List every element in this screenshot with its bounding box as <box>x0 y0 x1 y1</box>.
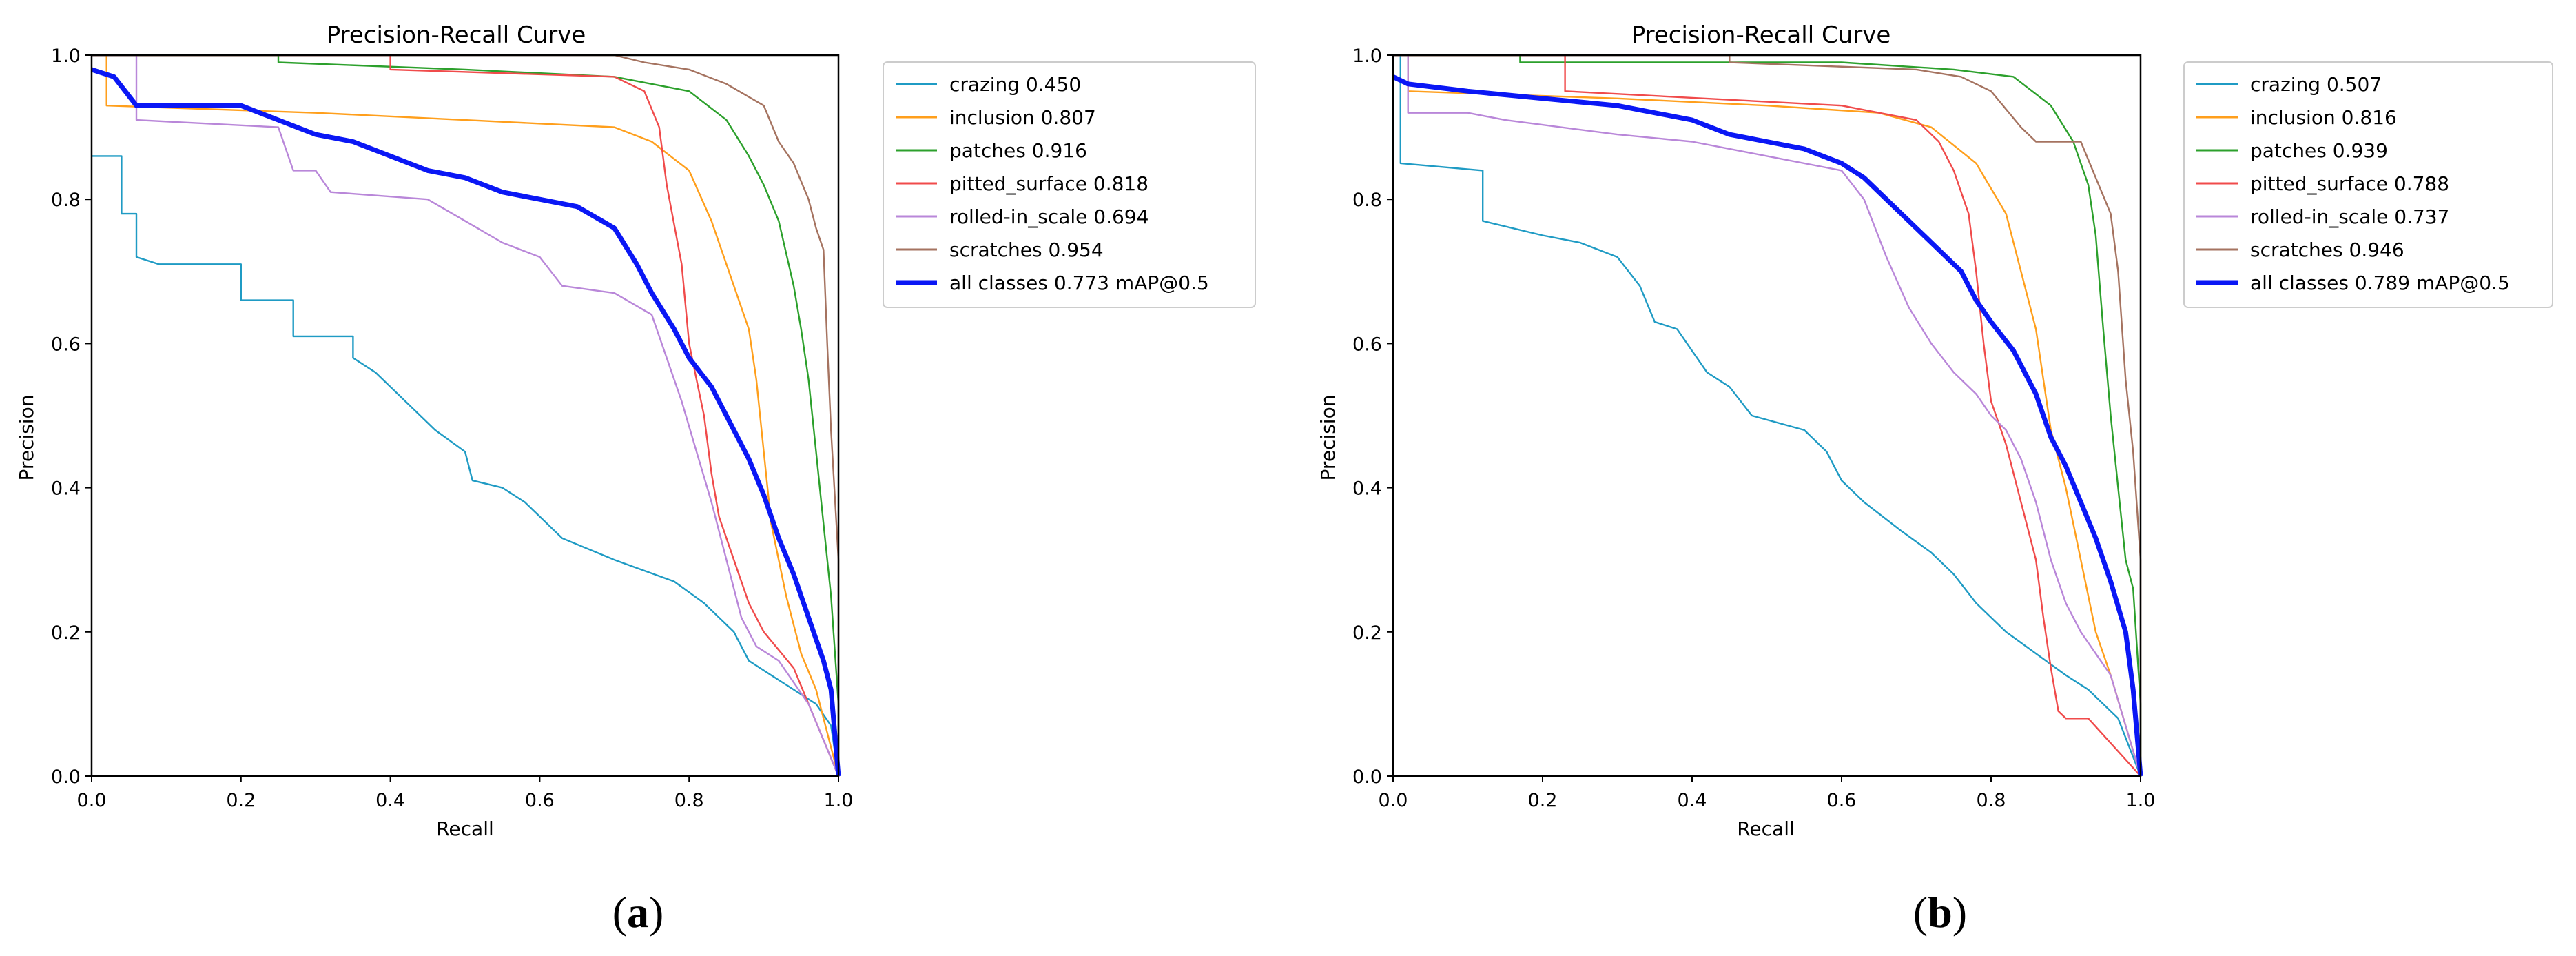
x-tick-label: 0.8 <box>674 790 704 811</box>
x-tick-label: 0.0 <box>77 790 107 811</box>
plot-frame <box>90 54 840 777</box>
x-tick-label: 0.4 <box>1678 790 1707 811</box>
series-line-pitted-surface <box>1393 54 2141 777</box>
y-tick-label: 0.0 <box>51 766 81 788</box>
chart-title: Precision-Recall Curve <box>327 21 586 49</box>
legend-label: rolled-in_scale 0.694 <box>949 205 1148 228</box>
series-line-inclusion <box>92 54 840 777</box>
caption-a: (a) <box>612 888 664 937</box>
series-lines <box>90 54 841 777</box>
y-tick-label: 0.8 <box>51 190 81 211</box>
tick-group: 0.0 0.2 0.4 0.6 0.8 1.0 0.0 0.2 0.4 0.6 0.8 1.0 <box>51 45 853 811</box>
x-tick-label: 0.6 <box>1827 790 1857 811</box>
legend-label: crazing 0.507 <box>2250 73 2382 96</box>
legend-label: pitted_surface 0.788 <box>2250 172 2449 195</box>
x-axis-label: Recall <box>1737 817 1795 840</box>
x-tick-label: 1.0 <box>2126 790 2156 811</box>
legend-label: patches 0.916 <box>949 139 1087 162</box>
chart-panel-b: Precision-Recall Curve Precision Recall … <box>1317 21 2553 840</box>
y-axis-label: Precision <box>15 395 38 481</box>
legend-label: scratches 0.946 <box>2250 238 2404 261</box>
y-tick-label: 0.6 <box>1352 334 1382 355</box>
x-tick-label: 0.2 <box>226 790 256 811</box>
legend-label: inclusion 0.807 <box>949 106 1096 129</box>
y-tick-label: 0.8 <box>1352 190 1382 211</box>
legend-label: all classes 0.773 mAP@0.5 <box>949 272 1209 294</box>
legend-label: crazing 0.450 <box>949 73 1081 96</box>
x-tick-label: 0.4 <box>375 790 405 811</box>
legend-label: pitted_surface 0.818 <box>949 172 1148 195</box>
x-tick-label: 0.2 <box>1528 790 1558 811</box>
legend-box <box>2183 61 2553 308</box>
series-line-rolled-in-scale <box>1393 54 2142 777</box>
legend-label: rolled-in_scale 0.737 <box>2250 205 2449 228</box>
y-tick-label: 0.2 <box>51 622 81 644</box>
x-tick-label: 1.0 <box>824 790 854 811</box>
series-line-all-classes <box>1392 74 2143 777</box>
series-line-crazing <box>92 155 840 777</box>
y-tick-label: 1.0 <box>51 45 81 67</box>
x-tick-label: 0.8 <box>1977 790 2006 811</box>
y-tick-label: 0.0 <box>1352 766 1382 788</box>
legend-label: inclusion 0.816 <box>2250 106 2397 129</box>
legend-label: patches 0.939 <box>2250 139 2388 162</box>
series-line-patches <box>92 54 840 776</box>
series-lines <box>1392 54 2143 777</box>
legend-box <box>883 61 1256 308</box>
series-line-inclusion <box>1393 54 2142 777</box>
x-axis-label: Recall <box>436 817 494 840</box>
y-tick-label: 0.6 <box>51 334 81 355</box>
caption-b: (b) <box>1913 888 1967 937</box>
y-tick-label: 0.4 <box>1352 478 1382 500</box>
legend-label: scratches 0.954 <box>949 238 1104 261</box>
y-tick-label: 0.4 <box>51 478 81 500</box>
legend-label: all classes 0.789 mAP@0.5 <box>2250 272 2510 294</box>
series-line-crazing <box>1393 54 2142 777</box>
chart-panel-a: Precision-Recall Curve Precision Recall … <box>15 21 1256 840</box>
y-tick-label: 0.2 <box>1352 622 1382 644</box>
tick-group: 0.0 0.2 0.4 0.6 0.8 1.0 0.0 0.2 0.4 0.6 0.8 1.0 <box>1352 45 2155 811</box>
plot-frame <box>1392 54 2142 777</box>
y-tick-label: 1.0 <box>1352 45 1382 67</box>
series-line-rolled-in-scale <box>92 54 840 777</box>
x-tick-label: 0.0 <box>1379 790 1408 811</box>
x-tick-label: 0.6 <box>525 790 555 811</box>
series-line-all-classes <box>90 67 841 777</box>
series-line-scratches <box>92 54 840 776</box>
chart-title: Precision-Recall Curve <box>1631 21 1891 49</box>
series-line-scratches <box>1393 54 2142 776</box>
y-axis-label: Precision <box>1317 395 1339 481</box>
legend: crazing 0.450 inclusion 0.807 patches 0.91… <box>883 61 1256 308</box>
legend: crazing 0.507 inclusion 0.816 patches 0.93… <box>2183 61 2553 308</box>
